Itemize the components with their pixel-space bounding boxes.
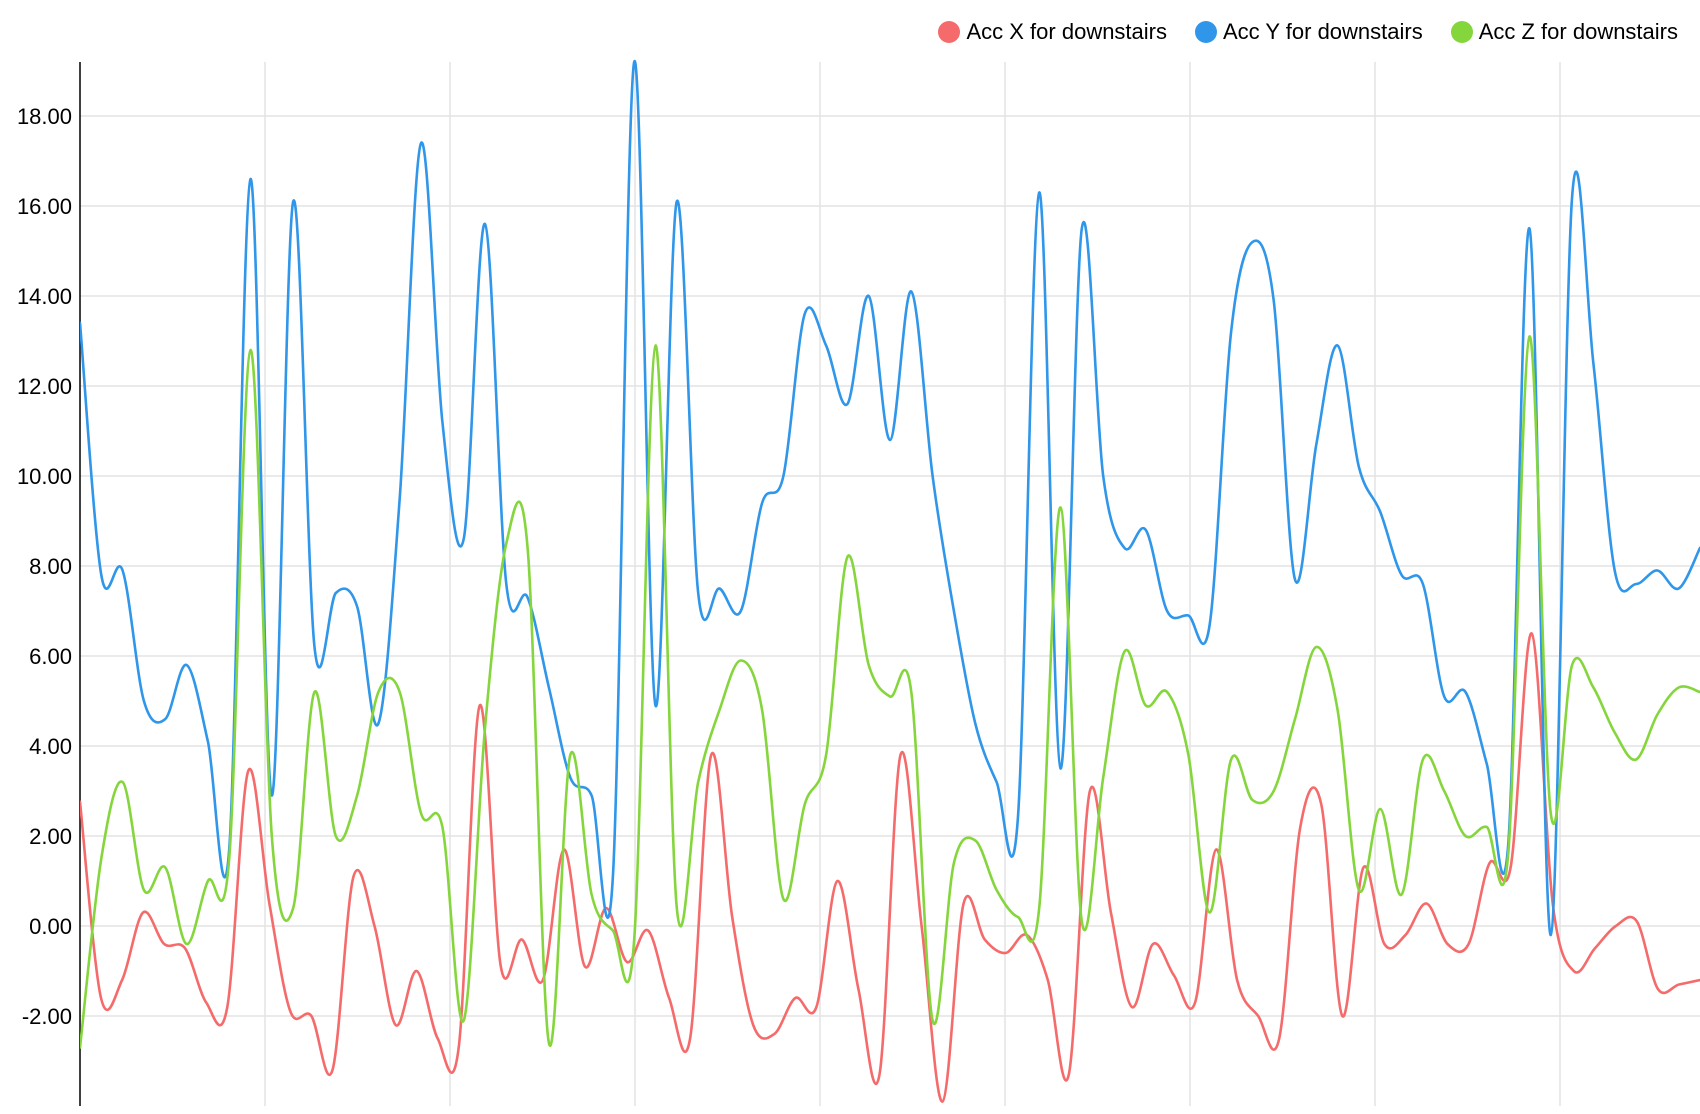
series-line-acc-y (80, 60, 1700, 937)
y-tick-label: 8.00 (29, 554, 72, 579)
y-tick-label: 18.00 (17, 104, 72, 129)
legend-item-acc-y[interactable]: Acc Y for downstairs (1195, 19, 1423, 45)
series-line-acc-x (80, 632, 1700, 1103)
legend: Acc X for downstairs Acc Y for downstair… (938, 19, 1678, 45)
legend-item-acc-x[interactable]: Acc X for downstairs (938, 19, 1167, 45)
series-line-acc-z (80, 335, 1700, 1049)
y-tick-label: 4.00 (29, 734, 72, 759)
y-tick-label: 14.00 (17, 284, 72, 309)
y-tick-label: 6.00 (29, 644, 72, 669)
y-tick-label: 10.00 (17, 464, 72, 489)
legend-label-acc-x: Acc X for downstairs (966, 19, 1167, 44)
grid (80, 62, 1700, 1106)
y-tick-label: 16.00 (17, 194, 72, 219)
series-lines (80, 60, 1700, 1103)
y-tick-label: 12.00 (17, 374, 72, 399)
y-tick-label: 2.00 (29, 824, 72, 849)
legend-swatch-acc-z (1450, 21, 1473, 43)
y-tick-label: 0.00 (29, 914, 72, 939)
y-axis: -2.00 0.00 2.00 4.00 6.00 8.00 10.00 12.00 14.00… (17, 62, 81, 1106)
legend-label-acc-y: Acc Y for downstairs (1223, 19, 1423, 44)
legend-swatch-acc-x (938, 21, 961, 43)
y-tick-label: -2.00 (22, 1004, 72, 1029)
legend-item-acc-z[interactable]: Acc Z for downstairs (1450, 19, 1678, 45)
legend-swatch-acc-y (1195, 21, 1217, 43)
legend-label-acc-z: Acc Z for downstairs (1478, 19, 1678, 44)
